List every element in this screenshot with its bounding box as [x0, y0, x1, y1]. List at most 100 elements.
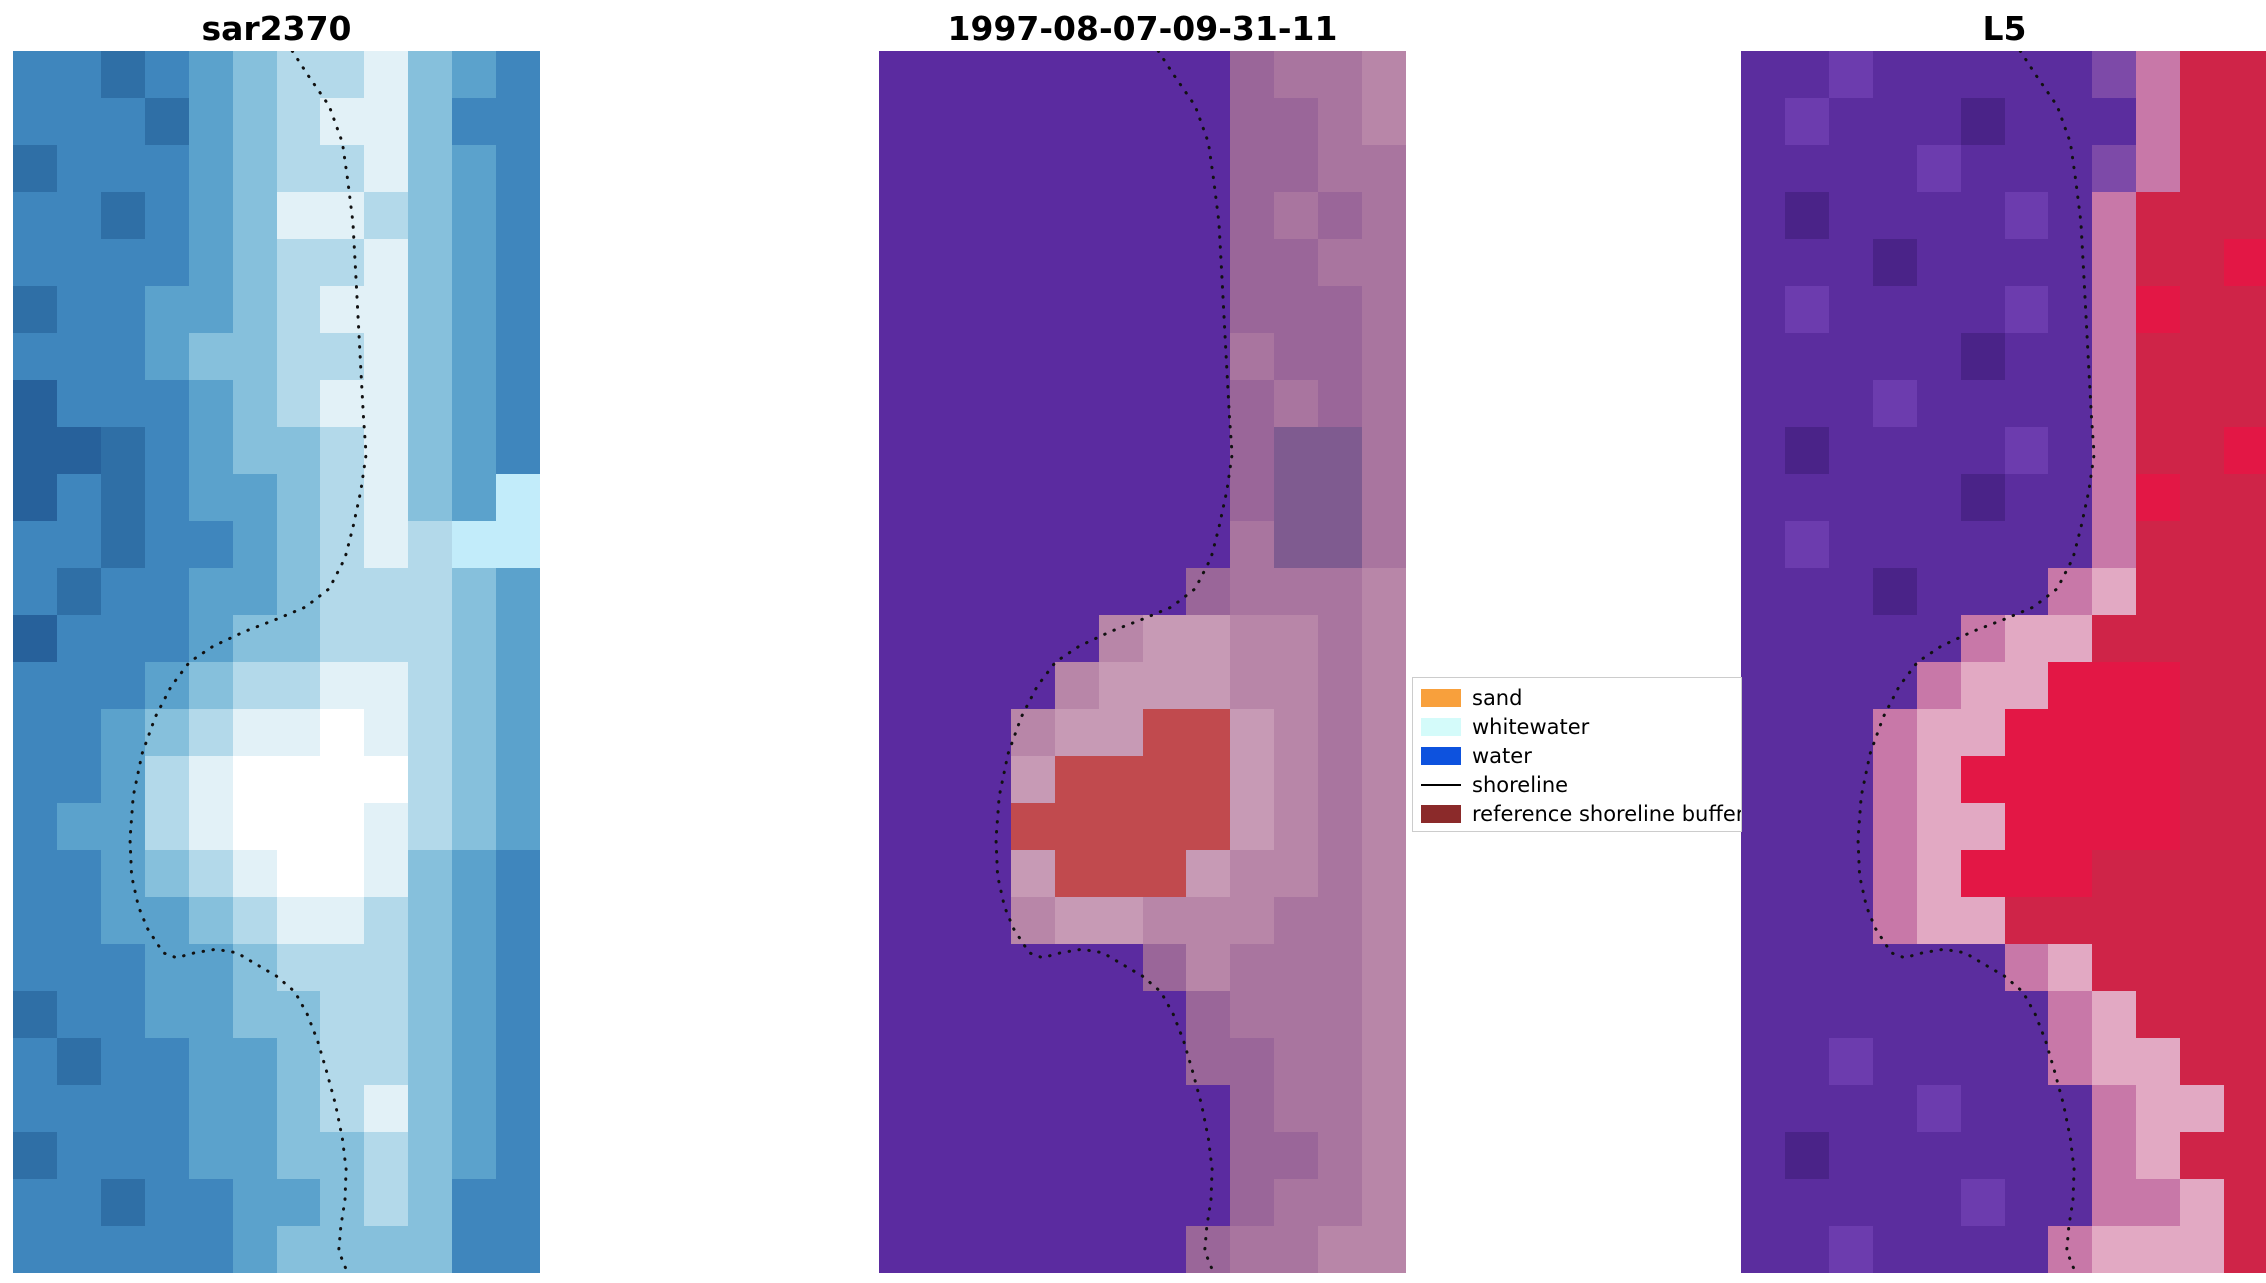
- grid-cell: [922, 897, 967, 944]
- grid-cell: [56, 615, 101, 662]
- grid-cell: [408, 1085, 453, 1132]
- grid-cell: [2004, 286, 2049, 333]
- grid-cell: [276, 51, 321, 98]
- grid-cell: [2224, 662, 2266, 709]
- grid-cell: [452, 850, 497, 897]
- grid-cell: [320, 1085, 365, 1132]
- grid-cell: [1230, 568, 1275, 615]
- grid-cell: [2048, 991, 2093, 1038]
- grid-cell: [1872, 474, 1917, 521]
- grid-cell: [1872, 1038, 1917, 1085]
- grid-cell: [100, 944, 145, 991]
- legend-label: shoreline: [1472, 772, 1569, 797]
- grid-cell: [2136, 709, 2181, 756]
- legend-color-swatch: [1421, 688, 1461, 707]
- grid-cell: [2180, 944, 2225, 991]
- grid-cell: [2004, 568, 2049, 615]
- grid-cell: [2092, 803, 2137, 850]
- grid-cell: [1872, 1179, 1917, 1226]
- grid-cell: [144, 615, 189, 662]
- grid-cell: [2224, 1085, 2266, 1132]
- grid-cell: [1828, 239, 1873, 286]
- grid-cell: [1230, 756, 1275, 803]
- grid-cell: [1274, 756, 1319, 803]
- grid-cell: [2092, 615, 2137, 662]
- grid-cell: [2224, 1132, 2266, 1179]
- grid-cell: [2048, 1179, 2093, 1226]
- grid-cell: [1828, 192, 1873, 239]
- grid-cell: [100, 1085, 145, 1132]
- grid-cell: [144, 850, 189, 897]
- grid-cell: [966, 1132, 1011, 1179]
- grid-cell: [1362, 568, 1406, 615]
- grid-cell: [1741, 145, 1785, 192]
- grid-cell: [1741, 521, 1785, 568]
- legend-label: sand: [1472, 685, 1523, 710]
- grid-cell: [56, 803, 101, 850]
- grid-cell: [56, 98, 101, 145]
- grid-cell: [320, 521, 365, 568]
- grid-cell: [1872, 662, 1917, 709]
- grid-cell: [1098, 803, 1143, 850]
- legend-item-sand: sand: [1421, 683, 1741, 712]
- grid-cell: [1230, 991, 1275, 1038]
- legend-color-swatch: [1421, 717, 1461, 736]
- grid-cell: [232, 1038, 277, 1085]
- grid-cell: [496, 1179, 540, 1226]
- grid-cell: [1784, 1085, 1829, 1132]
- grid-cell: [1274, 662, 1319, 709]
- grid-cell: [2180, 98, 2225, 145]
- grid-cell: [2136, 662, 2181, 709]
- grid-cell: [188, 756, 233, 803]
- grid-cell: [1054, 897, 1099, 944]
- grid-cell: [2180, 192, 2225, 239]
- grid-cell: [2092, 991, 2137, 1038]
- grid-cell: [188, 51, 233, 98]
- grid-cell: [879, 286, 923, 333]
- grid-cell: [188, 380, 233, 427]
- grid-cell: [408, 756, 453, 803]
- grid-cell: [1274, 850, 1319, 897]
- panel-sar: sar2370: [13, 9, 540, 1273]
- grid-cell: [1186, 145, 1231, 192]
- legend-item-shoreline: shoreline: [1421, 770, 1741, 799]
- grid-cell: [1098, 145, 1143, 192]
- grid-cell: [1960, 756, 2005, 803]
- grid-cell: [1362, 1226, 1406, 1273]
- grid-cell: [1274, 1226, 1319, 1273]
- grid-cell: [1741, 192, 1785, 239]
- grid-cell: [2092, 51, 2137, 98]
- grid-cell: [1186, 427, 1231, 474]
- grid-cell: [922, 991, 967, 1038]
- grid-cell: [2136, 1226, 2181, 1273]
- grid-cell: [100, 380, 145, 427]
- grid-cell: [1318, 897, 1363, 944]
- grid-cell: [2180, 756, 2225, 803]
- grid-cell: [879, 380, 923, 427]
- grid-cell: [2224, 51, 2266, 98]
- grid-cell: [1872, 286, 1917, 333]
- grid-cell: [320, 615, 365, 662]
- grid-cell: [1054, 333, 1099, 380]
- grid-cell: [2092, 380, 2137, 427]
- grid-cell: [1362, 1132, 1406, 1179]
- grid-cell: [922, 1038, 967, 1085]
- grid-cell: [1872, 192, 1917, 239]
- grid-cell: [1142, 286, 1187, 333]
- grid-cell: [1010, 239, 1055, 286]
- grid-cell: [2180, 145, 2225, 192]
- grid-cell: [1098, 568, 1143, 615]
- grid-cell: [1916, 474, 1961, 521]
- grid-cell: [320, 568, 365, 615]
- grid-cell: [1960, 568, 2005, 615]
- grid-cell: [144, 1038, 189, 1085]
- panel-l5: L5: [1741, 9, 2266, 1273]
- grid-cell: [100, 286, 145, 333]
- grid-cell: [2048, 380, 2093, 427]
- grid-cell: [966, 1085, 1011, 1132]
- grid-cell: [2224, 1226, 2266, 1273]
- grid-cell: [496, 192, 540, 239]
- grid-cell: [1230, 286, 1275, 333]
- grid-cell: [2004, 239, 2049, 286]
- grid-cell: [1960, 145, 2005, 192]
